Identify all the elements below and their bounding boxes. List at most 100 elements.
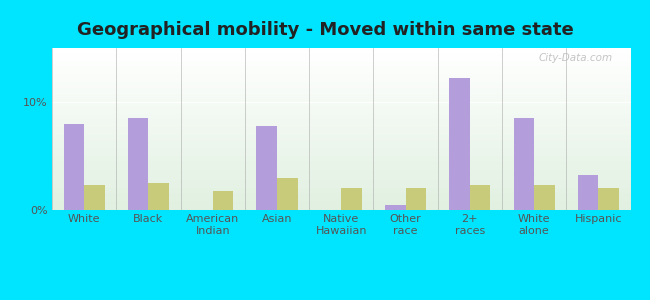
Bar	[52, 52, 630, 53]
Bar	[52, 142, 630, 143]
Bar	[52, 164, 630, 165]
Bar	[128, 118, 148, 210]
Bar	[52, 208, 630, 209]
Bar	[52, 173, 630, 174]
Bar	[52, 153, 630, 154]
Bar	[52, 165, 630, 166]
Bar	[52, 135, 630, 136]
Bar	[52, 79, 630, 80]
Bar	[52, 141, 630, 142]
Bar	[52, 125, 630, 126]
Bar	[534, 185, 554, 210]
Bar	[52, 104, 630, 105]
Bar	[52, 134, 630, 135]
Bar	[52, 78, 630, 79]
Bar	[52, 54, 630, 55]
Bar	[213, 190, 233, 210]
Bar	[52, 108, 630, 109]
Bar	[52, 143, 630, 144]
Bar	[52, 97, 630, 98]
Bar	[52, 114, 630, 115]
Bar	[52, 95, 630, 96]
Bar	[52, 106, 630, 107]
Bar	[52, 53, 630, 54]
Bar	[341, 188, 362, 210]
Bar	[52, 77, 630, 78]
Bar	[52, 167, 630, 168]
Bar	[449, 78, 470, 210]
Bar	[52, 190, 630, 191]
Bar	[256, 126, 277, 210]
Bar	[52, 155, 630, 156]
Bar	[52, 146, 630, 147]
Bar	[52, 110, 630, 111]
Bar	[52, 83, 630, 84]
Bar	[52, 122, 630, 123]
Bar	[599, 188, 619, 210]
Bar	[52, 184, 630, 185]
Bar	[52, 193, 630, 194]
Bar	[52, 60, 630, 61]
Bar	[52, 111, 630, 112]
Bar	[52, 160, 630, 161]
Bar	[52, 161, 630, 162]
Bar	[52, 169, 630, 170]
Bar	[52, 105, 630, 106]
Bar	[277, 178, 298, 210]
Bar	[52, 202, 630, 203]
Bar	[52, 117, 630, 118]
Bar	[52, 102, 630, 103]
Bar	[52, 201, 630, 202]
Bar	[52, 133, 630, 134]
Bar	[385, 205, 406, 210]
Bar	[52, 154, 630, 155]
Bar	[52, 86, 630, 87]
Bar	[52, 151, 630, 152]
Bar	[52, 145, 630, 146]
Bar	[52, 129, 630, 130]
Bar	[52, 103, 630, 104]
Bar	[52, 118, 630, 119]
Bar	[52, 147, 630, 148]
Bar	[52, 82, 630, 83]
Bar	[52, 200, 630, 201]
Bar	[52, 166, 630, 167]
Bar	[52, 94, 630, 95]
Bar	[52, 168, 630, 169]
Bar	[52, 116, 630, 117]
Bar	[52, 62, 630, 63]
Bar	[52, 65, 630, 66]
Bar	[52, 186, 630, 187]
Bar	[52, 179, 630, 180]
Bar	[52, 109, 630, 110]
Bar	[52, 188, 630, 189]
Bar	[52, 180, 630, 181]
Bar	[52, 92, 630, 93]
Bar	[52, 136, 630, 137]
Bar	[52, 66, 630, 67]
Bar	[406, 188, 426, 210]
Bar	[52, 181, 630, 182]
Bar	[52, 49, 630, 50]
Bar	[52, 128, 630, 129]
Bar	[514, 118, 534, 210]
Bar	[52, 191, 630, 192]
Bar	[52, 144, 630, 145]
Bar	[52, 87, 630, 88]
Bar	[52, 198, 630, 199]
Bar	[52, 100, 630, 101]
Bar	[52, 148, 630, 149]
Bar	[52, 175, 630, 176]
Bar	[52, 162, 630, 163]
Bar	[52, 131, 630, 132]
Bar	[52, 50, 630, 51]
Bar	[52, 209, 630, 210]
Bar	[52, 195, 630, 196]
Bar	[52, 207, 630, 208]
Bar	[52, 69, 630, 70]
Bar	[52, 84, 630, 85]
Bar	[148, 183, 169, 210]
Bar	[52, 76, 630, 77]
Bar	[52, 67, 630, 68]
Bar	[52, 137, 630, 138]
